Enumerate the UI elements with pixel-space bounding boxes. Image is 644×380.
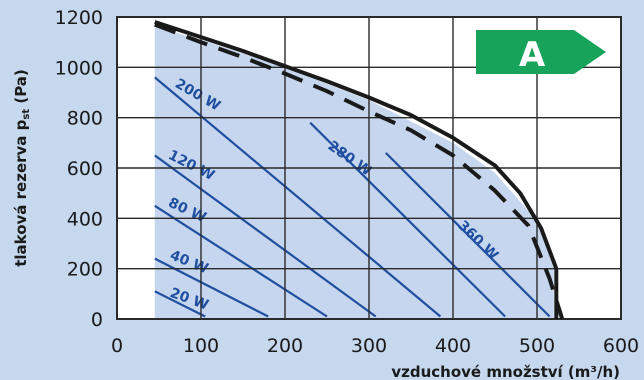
- energy-class-label: A: [519, 35, 546, 75]
- x-tick-label: 0: [111, 335, 123, 357]
- x-axis-title: vzduchové množství (m³/h): [391, 363, 620, 380]
- dashed-fan-curve: [154, 22, 565, 320]
- y-tick-label: 800: [67, 108, 103, 130]
- energy-class-badge: A: [476, 30, 606, 75]
- x-tick-label: 500: [519, 335, 555, 357]
- x-tick-label: 400: [435, 335, 471, 357]
- x-tick-label: 300: [351, 335, 387, 357]
- power-line-20w: [154, 290, 206, 318]
- x-tick-label: 600: [603, 335, 639, 357]
- y-axis-title: tlaková rezerva pst (Pa): [12, 69, 32, 267]
- y-tick-label: 200: [67, 259, 103, 281]
- y-tick-label: 0: [91, 309, 103, 331]
- power-line-80w: [154, 204, 328, 318]
- plot-border: [116, 16, 622, 320]
- y-tick-label: 1200: [55, 7, 103, 29]
- max-fan-curve: [154, 20, 559, 319]
- power-line-120w: [154, 154, 377, 318]
- y-tick-label: 1000: [55, 57, 103, 79]
- operating-area: [154, 27, 554, 319]
- power-line-360w: [385, 152, 551, 318]
- power-line-280w: [309, 121, 506, 318]
- y-tick-label: 400: [67, 208, 103, 230]
- y-tick-label: 600: [67, 158, 103, 180]
- x-tick-label: 200: [267, 335, 303, 357]
- x-tick-label: 100: [183, 335, 219, 357]
